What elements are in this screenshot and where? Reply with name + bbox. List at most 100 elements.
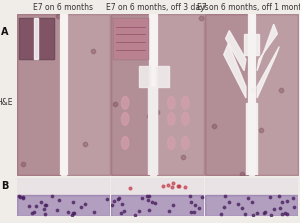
- Point: [44, 204, 49, 207]
- Point: [165, 183, 170, 186]
- Point: [222, 205, 226, 209]
- Point: [154, 39, 158, 42]
- Point: [199, 196, 204, 199]
- Point: [223, 194, 228, 198]
- Circle shape: [122, 136, 129, 149]
- Point: [55, 209, 60, 212]
- Point: [128, 186, 133, 190]
- Point: [199, 68, 204, 72]
- Point: [284, 199, 289, 203]
- Text: A: A: [1, 27, 8, 37]
- Point: [26, 204, 31, 208]
- Point: [262, 210, 267, 214]
- Point: [145, 195, 149, 198]
- Point: [192, 210, 197, 214]
- Polygon shape: [156, 66, 169, 87]
- Point: [224, 148, 228, 152]
- Point: [262, 212, 267, 215]
- Point: [43, 204, 48, 207]
- Text: H&E: H&E: [0, 98, 13, 107]
- Point: [109, 110, 114, 114]
- Point: [78, 205, 83, 209]
- Bar: [246, 103, 257, 175]
- Point: [267, 195, 272, 199]
- Point: [219, 212, 224, 216]
- Point: [139, 197, 144, 200]
- Point: [53, 41, 58, 45]
- Point: [167, 209, 172, 212]
- Point: [146, 198, 150, 201]
- Point: [216, 43, 221, 46]
- Point: [117, 136, 122, 139]
- Point: [70, 200, 75, 203]
- Point: [30, 70, 34, 74]
- Point: [43, 213, 48, 216]
- Polygon shape: [17, 178, 110, 195]
- Polygon shape: [257, 47, 279, 98]
- Point: [116, 197, 121, 200]
- Bar: [60, 14, 67, 175]
- Point: [132, 213, 137, 217]
- Point: [32, 211, 37, 214]
- Polygon shape: [257, 24, 278, 71]
- Point: [242, 212, 247, 216]
- Circle shape: [168, 96, 175, 109]
- Point: [193, 204, 198, 207]
- Point: [176, 184, 181, 188]
- Text: E7 on 6 months, off 1 month: E7 on 6 months, off 1 month: [197, 3, 300, 12]
- Point: [272, 207, 277, 211]
- Bar: [148, 87, 158, 175]
- Point: [153, 201, 158, 205]
- Polygon shape: [17, 195, 110, 216]
- Point: [171, 181, 176, 185]
- Point: [92, 210, 97, 214]
- Point: [70, 134, 75, 138]
- Point: [39, 201, 44, 204]
- Point: [161, 184, 166, 188]
- Point: [239, 206, 244, 210]
- Point: [182, 185, 187, 189]
- Point: [280, 200, 285, 203]
- Point: [71, 212, 76, 215]
- Point: [116, 196, 121, 199]
- Circle shape: [122, 96, 129, 109]
- Point: [71, 211, 76, 215]
- Point: [70, 214, 74, 217]
- Bar: [113, 18, 148, 60]
- Point: [42, 207, 47, 211]
- Bar: [248, 14, 255, 175]
- Text: B: B: [1, 182, 8, 191]
- Circle shape: [168, 136, 175, 149]
- Point: [109, 203, 114, 207]
- Point: [227, 201, 232, 204]
- Point: [292, 205, 296, 209]
- Point: [118, 211, 123, 214]
- Polygon shape: [224, 43, 246, 98]
- Point: [50, 195, 54, 198]
- Point: [57, 198, 62, 202]
- Point: [136, 209, 141, 213]
- Point: [17, 194, 22, 198]
- Point: [82, 202, 87, 206]
- Polygon shape: [226, 31, 246, 71]
- Point: [241, 54, 245, 58]
- Point: [290, 196, 295, 200]
- Bar: [34, 18, 38, 60]
- Point: [250, 200, 255, 203]
- Point: [197, 206, 202, 209]
- Point: [146, 194, 151, 197]
- Circle shape: [182, 96, 189, 109]
- Point: [65, 211, 70, 214]
- Point: [189, 200, 194, 204]
- Polygon shape: [113, 18, 148, 60]
- Point: [112, 199, 116, 203]
- Point: [169, 185, 174, 189]
- Polygon shape: [205, 195, 298, 216]
- Point: [255, 211, 260, 215]
- Point: [118, 75, 123, 78]
- Point: [265, 120, 270, 123]
- Text: E7 on 6 months: E7 on 6 months: [34, 3, 94, 12]
- Circle shape: [168, 112, 175, 125]
- Point: [268, 213, 273, 217]
- Point: [61, 127, 65, 130]
